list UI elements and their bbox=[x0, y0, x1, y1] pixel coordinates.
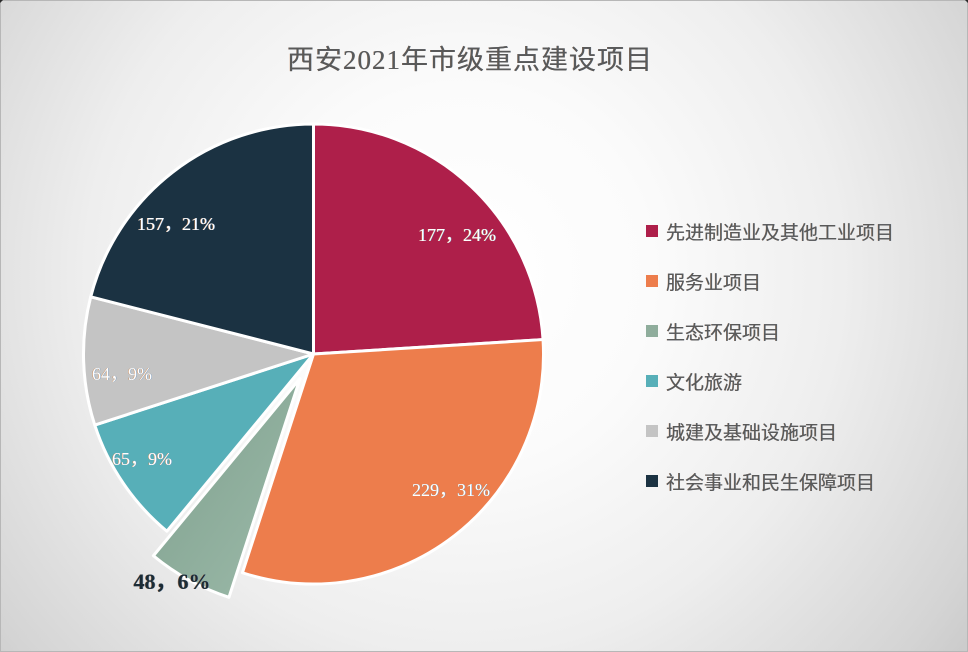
svg-text:48，6%: 48，6% bbox=[133, 569, 210, 594]
svg-text:229，31%: 229，31% bbox=[412, 480, 490, 500]
svg-text:64，9%: 64，9% bbox=[92, 364, 152, 384]
svg-text:157，21%: 157，21% bbox=[137, 214, 215, 234]
svg-text:177，24%: 177，24% bbox=[418, 225, 496, 245]
svg-text:65，9%: 65，9% bbox=[112, 449, 172, 469]
